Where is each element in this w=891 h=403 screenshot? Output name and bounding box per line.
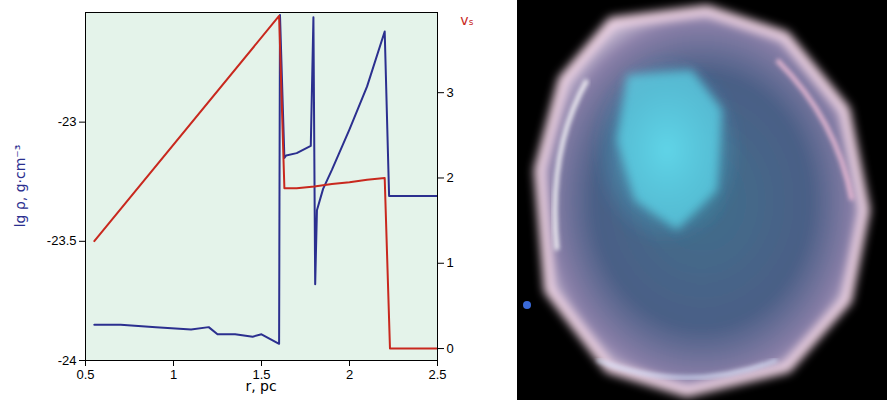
html-text:vₛ: vₛ (460, 12, 474, 28)
svg-text:2: 2 (447, 170, 454, 185)
html-text:r, pc: r, pc (245, 378, 277, 394)
svg-text:0.5: 0.5 (76, 367, 94, 382)
svg-text:1: 1 (170, 367, 177, 382)
svg-text:2: 2 (346, 367, 353, 382)
html-text:lg ρ, g·cm⁻³: lg ρ, g·cm⁻³ (12, 144, 28, 228)
svg-text:3: 3 (447, 85, 454, 100)
svg-text:-23.5: -23.5 (47, 233, 77, 248)
svg-text:0: 0 (447, 341, 454, 356)
svg-text:-23: -23 (58, 114, 77, 129)
svg-text:1.5: 1.5 (252, 366, 271, 382)
svg-text:1: 1 (447, 255, 454, 270)
svg-text:2.5: 2.5 (428, 367, 446, 382)
svg-text:-24: -24 (58, 353, 77, 368)
